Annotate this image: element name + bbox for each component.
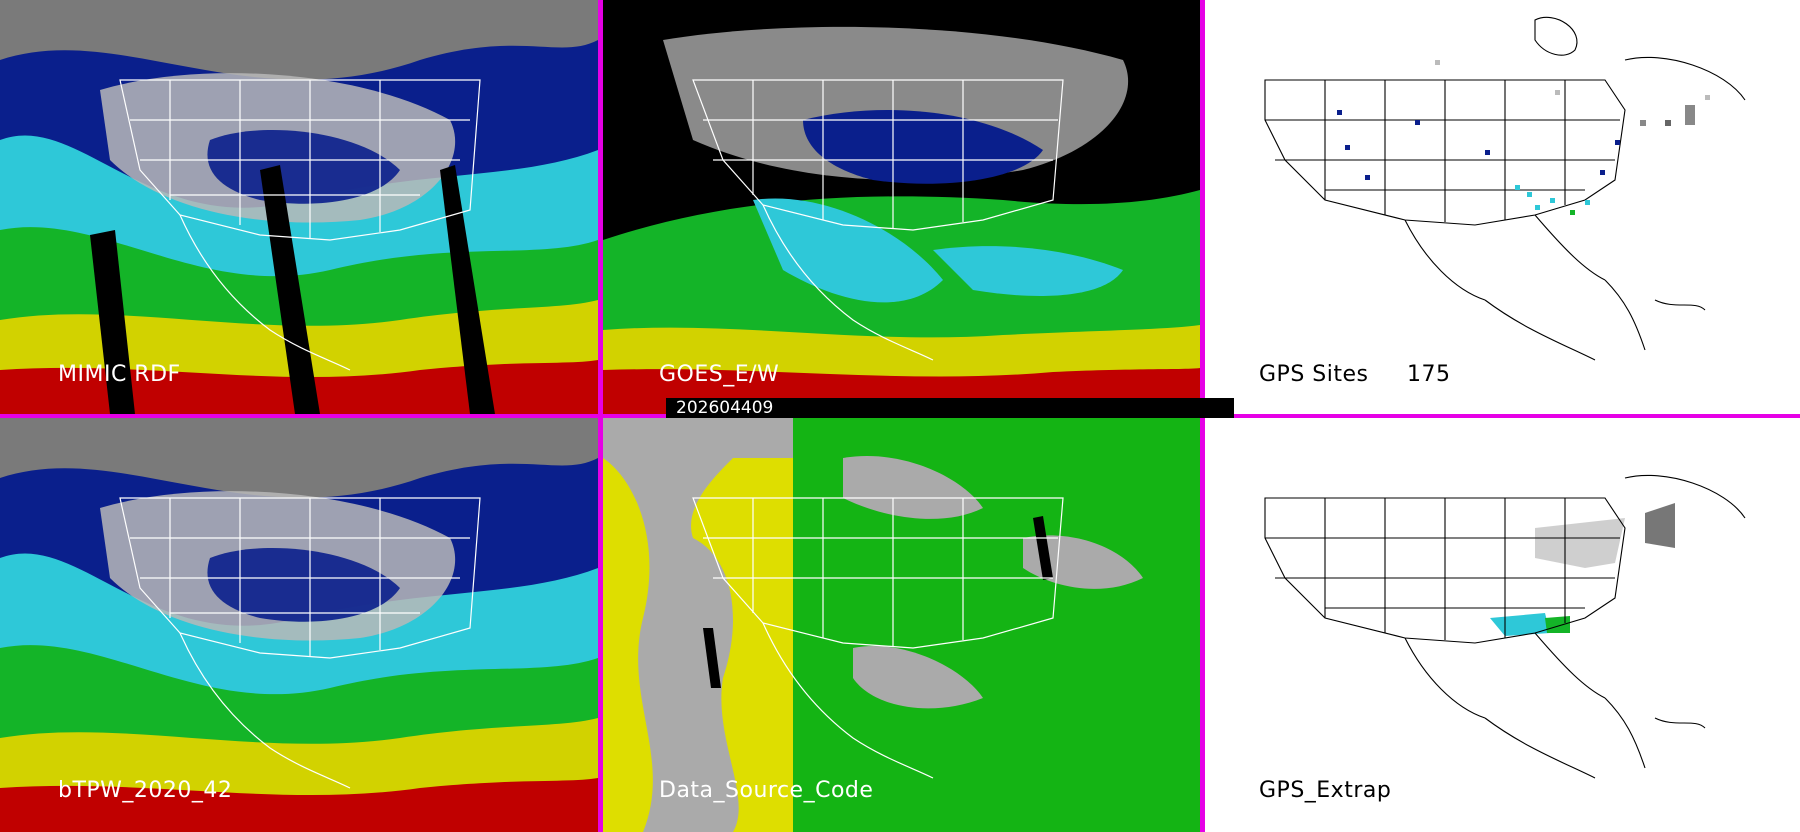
panel-label: GOES_E/W: [659, 362, 780, 387]
panel-label: bTPW_2020_42: [58, 778, 233, 803]
panel-gps-extrap: GPS_Extrap: [1205, 418, 1800, 832]
panel-label: GPS Sites: [1259, 362, 1369, 387]
panel-gps-sites: GPS Sites 175: [1205, 0, 1800, 414]
panel-label: MIMIC RDF: [58, 362, 181, 387]
gps-extrap-map: [1205, 418, 1800, 832]
gps-sites-count: 175: [1407, 362, 1451, 387]
panel-label: Data_Source_Code: [659, 778, 874, 803]
panel-label: GPS_Extrap: [1259, 778, 1392, 803]
btpw-map: [0, 418, 598, 832]
goes-map: [603, 0, 1200, 414]
gps-sites-map: [1205, 0, 1800, 414]
panel-data-source-code: Data_Source_Code: [603, 418, 1200, 832]
panel-mimic-rdf: MIMIC RDF: [0, 0, 598, 414]
panel-goes: GOES_E/W: [603, 0, 1200, 414]
gps-site-markers: [1337, 60, 1710, 215]
panel-btpw: bTPW_2020_42: [0, 418, 598, 832]
data-source-map: [603, 418, 1200, 832]
date-stamp: 202604409: [666, 398, 1234, 418]
mimic-rdf-map: [0, 0, 598, 414]
